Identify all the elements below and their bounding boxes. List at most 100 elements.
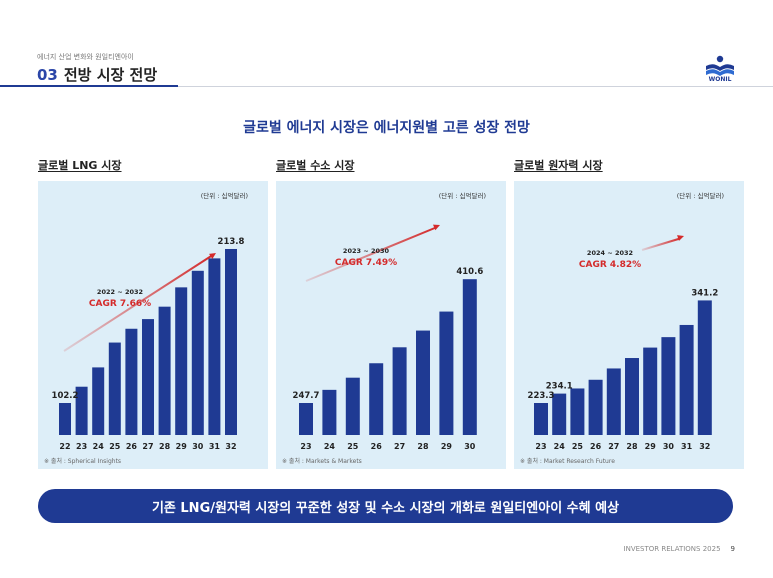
bar xyxy=(92,367,105,435)
x-tick-label: 28 xyxy=(417,442,429,451)
x-tick-label: 30 xyxy=(192,442,204,451)
x-tick-label: 29 xyxy=(441,442,453,451)
arrow-head xyxy=(209,253,216,259)
growth-arrow xyxy=(305,224,440,282)
bar xyxy=(208,258,221,435)
x-tick-label: 29 xyxy=(176,442,188,451)
x-tick-label: 24 xyxy=(93,442,105,451)
x-tick-label: 25 xyxy=(347,442,359,451)
lng-market-chart: (단위 : 십억달러) 22 23 24 25 26 27 28 29 30 31 32 102.2 21… xyxy=(38,181,268,469)
bar xyxy=(108,342,121,435)
cagr-period: 2024 ~ 2032 xyxy=(587,249,633,257)
bar xyxy=(345,377,360,435)
bar xyxy=(697,300,712,435)
source-note: ※ 출처 : Market Research Future xyxy=(520,457,615,465)
x-tick-label: 26 xyxy=(126,442,138,451)
x-tick-label: 31 xyxy=(681,442,693,451)
bar xyxy=(175,287,188,435)
arrow-head xyxy=(433,224,440,231)
x-tick-label: 32 xyxy=(225,442,236,451)
unit-label: (단위 : 십억달러) xyxy=(201,191,248,200)
section-heading: 03 전방 시장 전망 xyxy=(37,64,157,85)
bar xyxy=(158,306,171,435)
bar xyxy=(416,330,430,435)
bar xyxy=(588,379,603,435)
bar xyxy=(552,393,567,435)
cagr-value: CAGR 7.66% xyxy=(89,299,151,309)
section-number: 03 xyxy=(37,66,58,84)
section-title: 전방 시장 전망 xyxy=(63,66,158,84)
chart-title-lng: 글로벌 LNG 시장 xyxy=(38,159,122,172)
bar xyxy=(439,311,454,435)
bar xyxy=(191,270,204,435)
cagr-value: CAGR 7.49% xyxy=(335,258,397,268)
header-subtitle: 에너지 산업 변화와 원일티엔아이 xyxy=(37,53,134,61)
x-tick-label: 27 xyxy=(608,442,619,451)
growth-arrow xyxy=(63,253,216,352)
x-tick-label: 25 xyxy=(109,442,121,451)
x-tick-label: 30 xyxy=(663,442,675,451)
x-tick-label: 27 xyxy=(394,442,405,451)
source-note: ※ 출처 : Markets & Markets xyxy=(282,457,362,465)
data-label: 213.8 xyxy=(218,237,245,247)
unit-label: (단위 : 십억달러) xyxy=(439,191,486,200)
x-tick-label: 22 xyxy=(59,442,70,451)
conclusion-banner: 기존 LNG/원자력 시장의 꾸준한 성장 및 수소 시장의 개화로 원일티엔아… xyxy=(38,489,733,523)
x-tick-label: 25 xyxy=(572,442,584,451)
chart-title-hydrogen: 글로벌 수소 시장 xyxy=(276,159,355,172)
bar xyxy=(679,324,694,435)
data-label: 410.6 xyxy=(456,267,483,277)
x-tick-label: 30 xyxy=(464,442,476,451)
x-tick-label: 26 xyxy=(590,442,602,451)
company-logo xyxy=(706,55,734,76)
bar xyxy=(625,358,639,435)
x-tick-label: 23 xyxy=(535,442,546,451)
data-label: 247.7 xyxy=(293,391,320,401)
page-number: 9 xyxy=(730,545,735,553)
x-tick-label: 27 xyxy=(142,442,153,451)
header-divider-accent xyxy=(0,85,178,87)
cagr-period: 2022 ~ 2032 xyxy=(97,288,143,296)
x-tick-label: 29 xyxy=(645,442,657,451)
bar xyxy=(462,279,477,435)
bar xyxy=(570,388,585,435)
x-tick-label: 24 xyxy=(324,442,336,451)
bar xyxy=(643,347,658,435)
data-label: 341.2 xyxy=(691,288,718,298)
x-tick-label: 28 xyxy=(626,442,638,451)
unit-label: (단위 : 십억달러) xyxy=(677,191,724,200)
x-tick-label: 32 xyxy=(699,442,710,451)
x-tick-label: 23 xyxy=(76,442,87,451)
cagr-value: CAGR 4.82% xyxy=(579,260,641,270)
bar xyxy=(606,368,621,435)
bar xyxy=(299,403,313,435)
bar xyxy=(534,403,548,435)
data-label: 234.1 xyxy=(546,382,573,392)
bar xyxy=(392,347,407,435)
bar xyxy=(661,337,676,435)
bar xyxy=(369,363,384,435)
bar xyxy=(322,389,337,435)
bar xyxy=(225,248,237,435)
data-label: 102.2 xyxy=(52,391,79,401)
arrow-shaft xyxy=(63,254,213,352)
footer-text: INVESTOR RELATIONS 2025 xyxy=(623,545,721,553)
bar xyxy=(125,328,138,435)
headline: 글로벌 에너지 시장은 에너지원별 고른 성장 전망 xyxy=(243,120,530,136)
header-divider xyxy=(0,86,773,87)
chart-title-nuclear: 글로벌 원자력 시장 xyxy=(514,159,603,172)
bar xyxy=(75,386,88,435)
hydrogen-market-chart: (단위 : 십억달러) 23 24 25 26 27 28 29 30 247.7 410.6 202… xyxy=(276,181,506,469)
x-tick-label: 28 xyxy=(159,442,171,451)
arrow-shaft xyxy=(305,226,437,282)
x-tick-label: 26 xyxy=(371,442,383,451)
x-tick-label: 24 xyxy=(554,442,566,451)
growth-arrow xyxy=(641,235,684,251)
x-tick-label: 31 xyxy=(209,442,221,451)
data-label: 223.3 xyxy=(528,391,555,401)
bar xyxy=(142,319,154,435)
nuclear-market-chart: (단위 : 십억달러) 23 24 25 26 27 28 29 30 31 32 223.3234.… xyxy=(514,181,744,469)
bar xyxy=(59,403,71,435)
source-note: ※ 출처 : Spherical Insights xyxy=(44,457,121,465)
arrow-shaft xyxy=(641,237,681,251)
